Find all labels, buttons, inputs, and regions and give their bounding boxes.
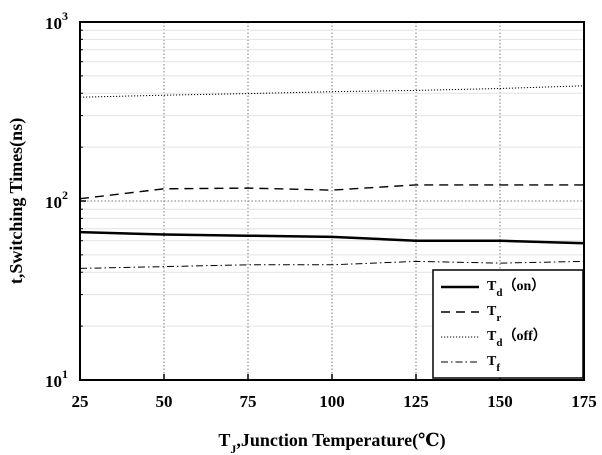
series-line-1	[79, 184, 584, 200]
legend-label-main: T	[487, 329, 497, 344]
x-tick-label: 100	[319, 392, 345, 411]
legend-label-3: Tf	[487, 354, 500, 374]
series-line-2	[79, 85, 585, 98]
y-tick-base: 10	[45, 193, 62, 212]
y-axis-title: t,Switching Times(ns)	[6, 118, 27, 284]
y-tick-base: 10	[45, 372, 62, 391]
x-tick-label: 25	[72, 392, 89, 411]
legend-label-sub: d	[496, 337, 502, 349]
legend-label-main: T	[487, 304, 497, 319]
series-lines	[79, 85, 585, 269]
y-tick-label: 103	[45, 9, 68, 33]
y-tick-base: 10	[45, 14, 62, 33]
x-axis-title-rest: ,Junction Temperature(℃)	[236, 430, 445, 451]
y-tick-exponent: 1	[62, 367, 68, 381]
grid-lines	[80, 22, 584, 380]
x-tick-label: 175	[571, 392, 597, 411]
x-tick-label: 150	[487, 392, 513, 411]
legend-label-main: T	[487, 279, 497, 294]
x-axis-ticks: 25 50 75 100 125 150 175	[72, 374, 597, 411]
legend-label-sub: f	[496, 362, 500, 374]
series-line-3	[79, 260, 585, 269]
legend-label-sub: r	[496, 312, 501, 324]
series-line-0	[79, 230, 585, 245]
y-tick-label: 101	[45, 367, 68, 391]
legend-label-sub: d	[496, 287, 502, 299]
x-axis-title: TJ,Junction Temperature(℃)	[218, 430, 445, 455]
legend-label-rest: （off）	[502, 328, 546, 344]
y-tick-exponent: 3	[62, 9, 68, 23]
y-tick-label: 102	[45, 188, 68, 212]
y-tick-exponent: 2	[62, 188, 68, 202]
x-tick-label: 50	[156, 392, 173, 411]
x-tick-label: 75	[240, 392, 257, 411]
x-axis-title-main: T	[218, 430, 230, 450]
legend-label-1: Tr	[487, 304, 501, 324]
legend-label-rest: （on）	[502, 278, 545, 294]
legend-label-2: Td（off）	[487, 328, 547, 349]
legend-label-0: Td（on）	[487, 278, 545, 299]
x-axis-title-sub: J	[230, 442, 236, 455]
x-tick-label: 125	[403, 392, 429, 411]
legend-label-main: T	[487, 354, 497, 369]
